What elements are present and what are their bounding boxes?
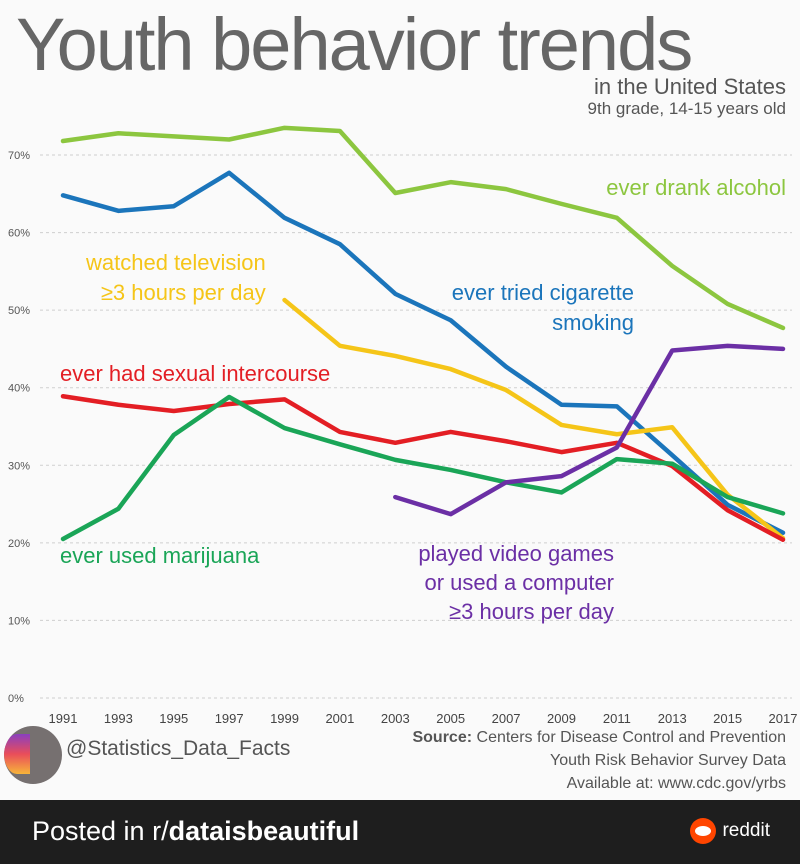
x-tick-label: 1995 [159, 711, 188, 726]
source-line-2: Youth Risk Behavior Survey Data [550, 752, 786, 769]
series-label-video-games: played video games or used a computer ≥3 h… [418, 541, 614, 624]
reddit-wordmark: reddit [722, 820, 770, 841]
series-line-0 [60, 125, 786, 331]
series-label-alcohol: ever drank alcohol [606, 175, 786, 200]
posted-in-text[interactable]: Posted in r/dataisbeautiful [32, 816, 360, 846]
reddit-logo-icon [690, 818, 717, 844]
source-credit: Source: Centers for Disease Control and … [412, 726, 786, 795]
series-line-5 [393, 343, 786, 517]
line-chart: 0% 10% 20% 30% 40% 50% 60% 70% 1991 1993 1995 1997 1… [8, 125, 798, 726]
x-tick-label: 2003 [381, 711, 410, 726]
x-tick-label: 2017 [769, 711, 798, 726]
x-tick-label: 2015 [713, 711, 742, 726]
x-tick-label: 2013 [658, 711, 687, 726]
y-tick-label: 30% [8, 460, 30, 472]
x-tick-label: 1997 [215, 711, 244, 726]
y-tick-label: 40% [8, 383, 30, 395]
x-tick-label: 2001 [325, 711, 354, 726]
series-line-2 [282, 297, 786, 541]
x-tick-label: 1993 [104, 711, 133, 726]
y-tick-label: 50% [8, 305, 30, 317]
y-tick-label: 60% [8, 228, 30, 240]
x-tick-label: 2011 [603, 711, 631, 726]
y-tick-label: 20% [8, 538, 30, 550]
x-tick-label: 2005 [436, 711, 465, 726]
chart-title: Youth behavior trends [16, 3, 693, 86]
statistics-logo [4, 726, 62, 784]
subreddit-link[interactable]: dataisbeautiful [168, 816, 360, 846]
x-tick-label: 2009 [547, 711, 576, 726]
series-line-4 [60, 394, 786, 542]
source-text: Centers for Disease Control and Preventi… [472, 729, 787, 746]
series-label-television: watched television ≥3 hours per day [86, 250, 266, 305]
source-line-3: Available at: www.cdc.gov/yrbs [566, 775, 786, 792]
series-label-marijuana: ever used marijuana [60, 543, 260, 568]
x-tick-label: 1999 [270, 711, 299, 726]
reddit-brand[interactable]: reddit [690, 818, 770, 844]
author-handle: @Statistics_Data_Facts [66, 737, 291, 760]
y-tick-label: 70% [8, 150, 30, 162]
series-label-intercourse: ever had sexual intercourse [60, 361, 331, 386]
reddit-footer: Posted in r/dataisbeautiful reddit [0, 800, 800, 864]
chart-subtitle-location: in the United States [593, 74, 786, 99]
x-tick-label: 1991 [49, 711, 78, 726]
chart-subtitle-grade: 9th grade, 14-15 years old [587, 99, 786, 118]
series-line-1 [60, 170, 786, 536]
y-tick-label: 10% [8, 615, 30, 627]
y-tick-label: 0% [8, 693, 24, 705]
source-label: Source: [412, 729, 473, 746]
series-label-cigarette: ever tried cigarette smoking [451, 280, 634, 335]
x-tick-label: 2007 [492, 711, 521, 726]
